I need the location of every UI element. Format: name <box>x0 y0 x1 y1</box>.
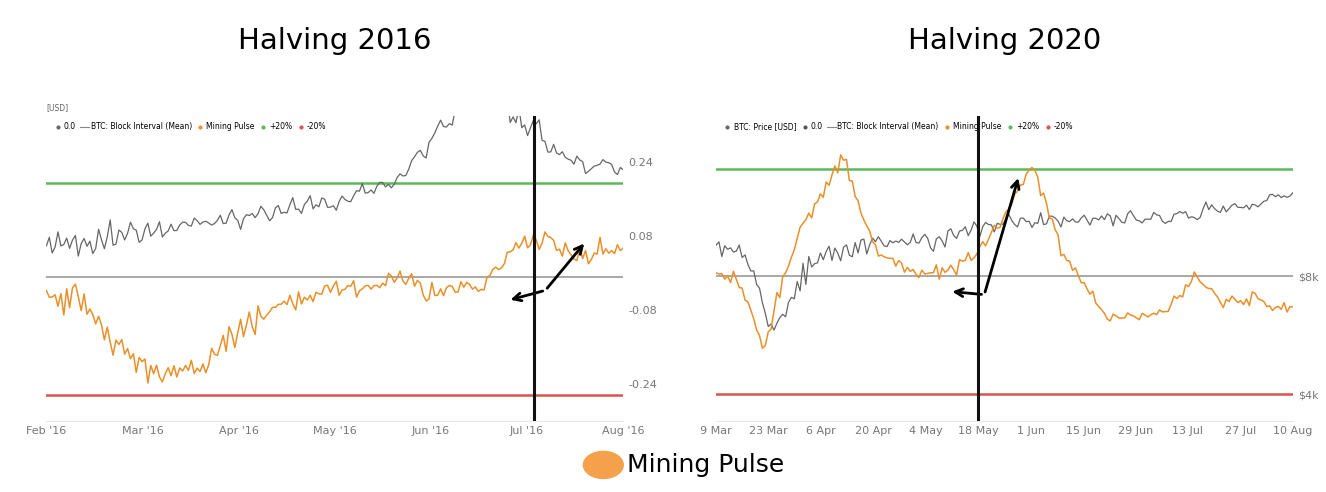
Legend: BTC: Price [USD], 0.0, BTC: Block Interval (Mean), Mining Pulse, +20%, -20%: BTC: Price [USD], 0.0, BTC: Block Interv… <box>720 120 1077 134</box>
Text: Halving 2020: Halving 2020 <box>908 27 1101 55</box>
Text: Mining Pulse: Mining Pulse <box>627 453 785 477</box>
Text: [USD]: [USD] <box>46 104 69 113</box>
Legend: 0.0, BTC: Block Interval (Mean), Mining Pulse, +20%, -20%: 0.0, BTC: Block Interval (Mean), Mining … <box>50 120 329 134</box>
Text: Halving 2016: Halving 2016 <box>239 27 431 55</box>
